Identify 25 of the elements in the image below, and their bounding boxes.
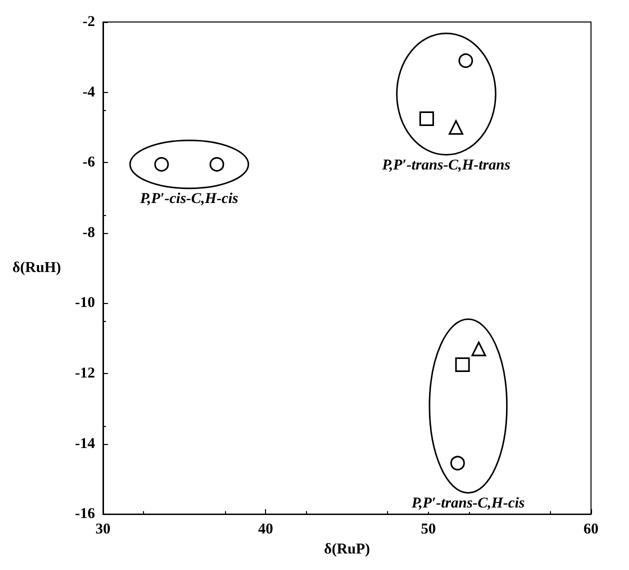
point [448, 120, 464, 135]
point [419, 111, 434, 126]
y-tick-label: -14 [75, 436, 96, 452]
x-tick-label: 50 [420, 522, 436, 538]
y-axis-title: δ(RuH) [12, 260, 61, 276]
x-tick-label: 30 [96, 522, 110, 538]
annotation: P,P′-trans-C,H-trans [382, 157, 510, 174]
y-tick-label: -8 [82, 224, 95, 241]
y-tick-label: -6 [82, 154, 96, 171]
x-tick-label: 40 [258, 522, 274, 538]
annotation: P,P′-trans-C,H-cis [412, 495, 525, 512]
annotation: P,P′-cis-C,H-cis [140, 190, 238, 207]
y-tick-label: -2 [82, 14, 95, 30]
point [455, 357, 470, 372]
point [471, 342, 486, 356]
point [450, 456, 465, 470]
point [210, 157, 224, 172]
y-tick-label: -16 [75, 506, 96, 522]
x-axis-title: δ(RuP) [324, 542, 370, 558]
point [154, 157, 169, 172]
y-tick-label: -10 [75, 295, 95, 312]
y-tick-label: -4 [82, 84, 96, 100]
point [458, 53, 474, 68]
x-tick-label: 60 [584, 522, 598, 538]
y-tick-label: -12 [75, 366, 95, 382]
